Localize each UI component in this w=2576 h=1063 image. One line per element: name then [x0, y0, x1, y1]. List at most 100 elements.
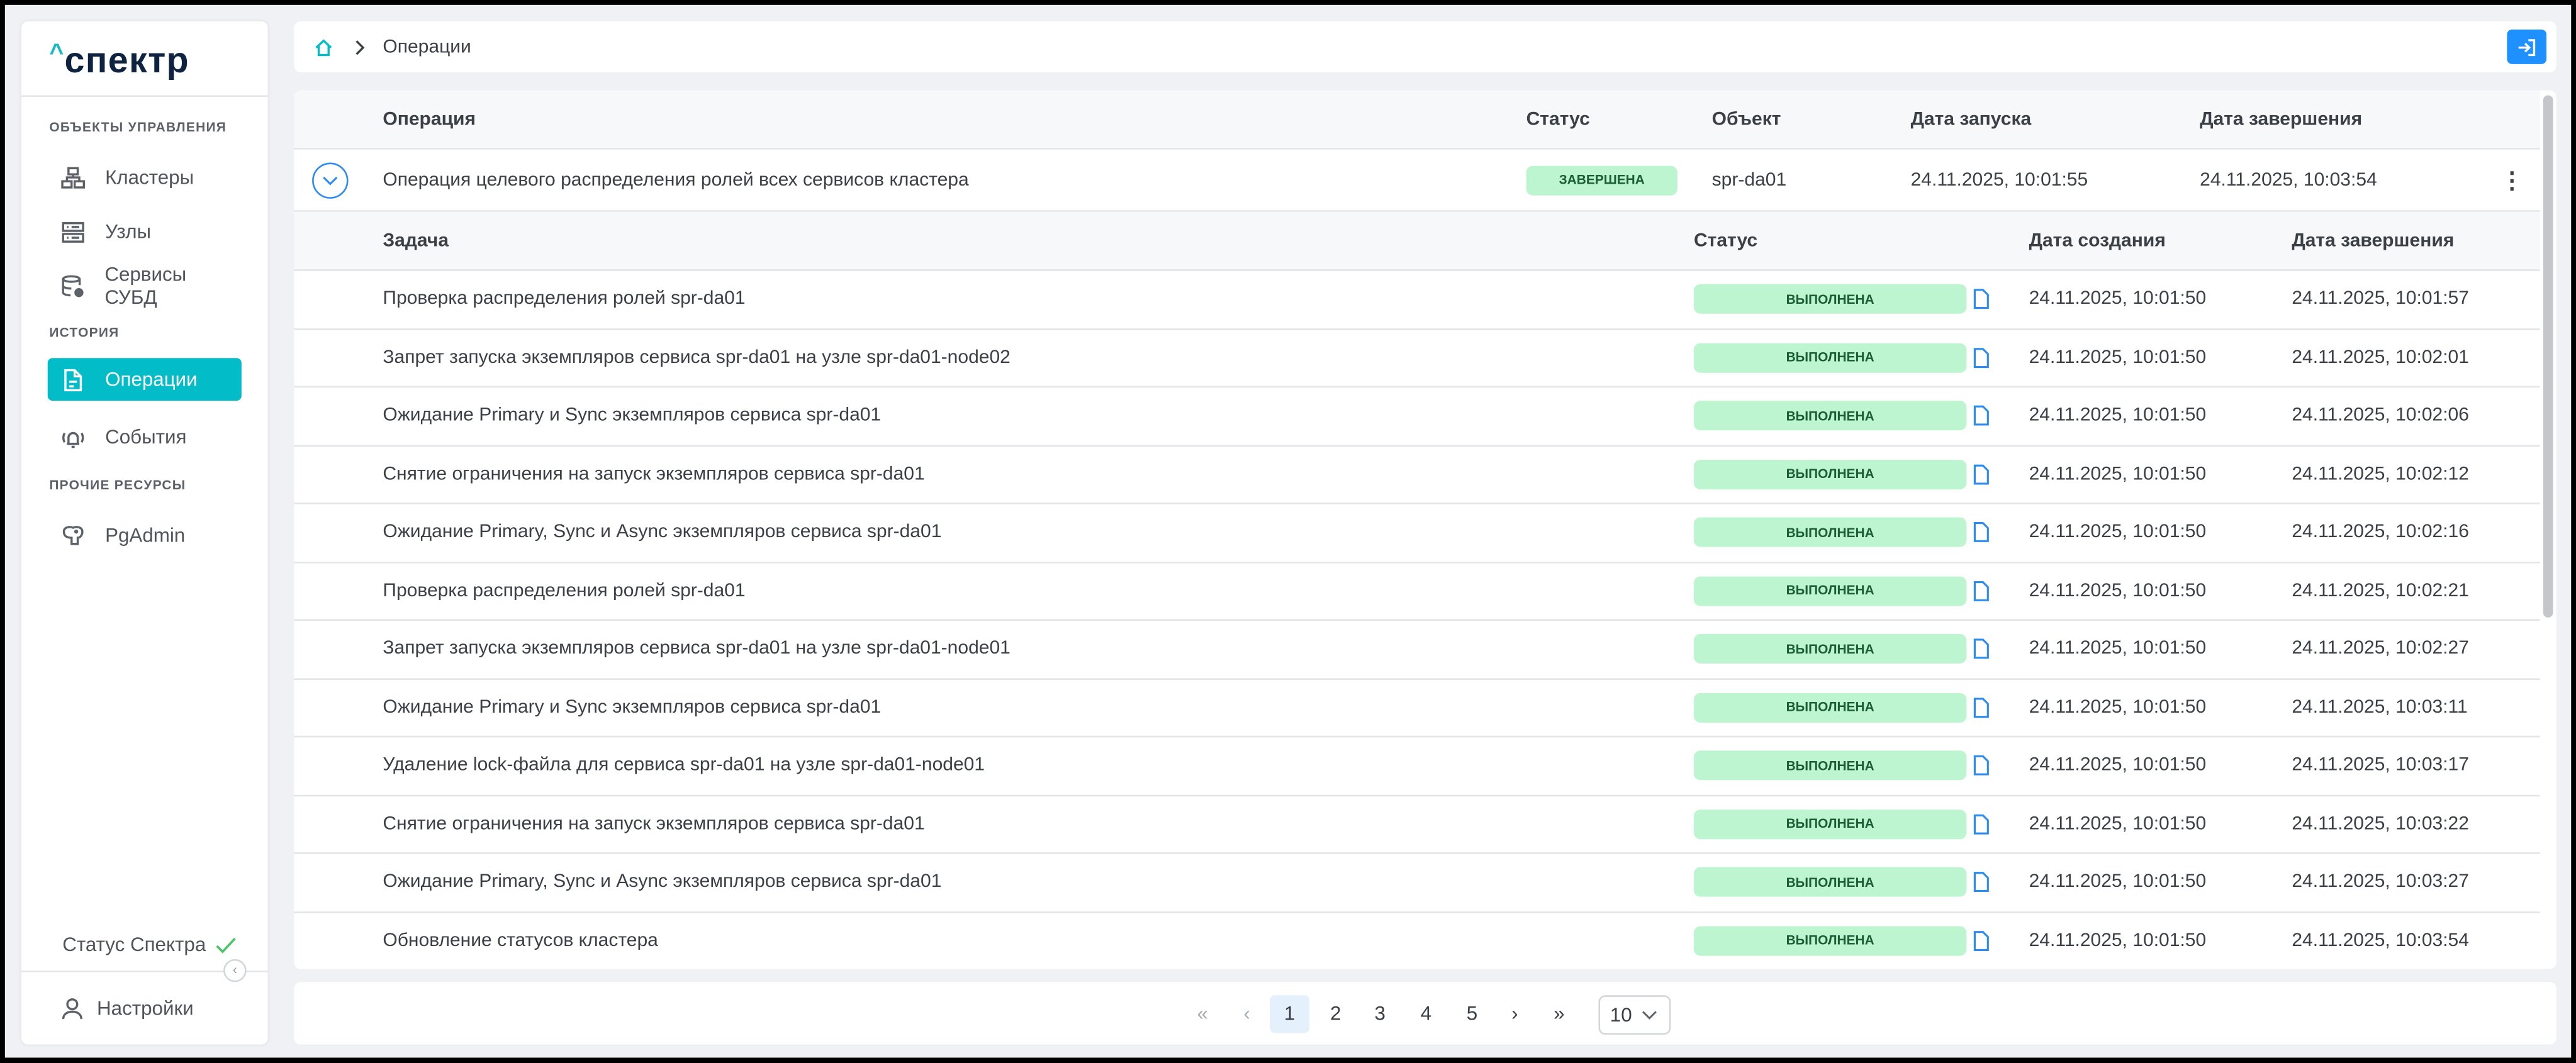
chevron-right-icon — [356, 39, 365, 55]
status-badge: ВЫПОЛНЕНА — [1693, 284, 1967, 314]
table-header: Операция Статус Объект Дата запуска Дата… — [294, 90, 2540, 150]
status-badge: ЗАВЕРШЕНА — [1526, 165, 1677, 195]
task-row[interactable]: Снятие ограничения на запуск экземпляров… — [294, 796, 2540, 854]
server-icon — [62, 221, 84, 242]
task-row[interactable]: Запрет запуска экземпляров сервиса spr-d… — [294, 330, 2540, 388]
pagination: « ‹ 1 2 3 4 5 › » 10 — [294, 982, 2556, 1045]
log-file-icon[interactable] — [1973, 813, 1990, 835]
status-badge: ВЫПОЛНЕНА — [1693, 809, 1967, 839]
status-badge: ВЫПОЛНЕНА — [1693, 750, 1967, 781]
log-file-icon[interactable] — [1973, 872, 1990, 893]
check-icon — [216, 937, 237, 953]
column-header[interactable]: Дата запуска — [1910, 109, 2032, 129]
sidebar-item-operations[interactable]: Операции — [47, 358, 242, 401]
log-file-icon[interactable] — [1973, 522, 1990, 543]
status-badge: ВЫПОЛНЕНА — [1693, 459, 1967, 489]
task-name: Ожидание Primary и Sync экземпляров серв… — [383, 698, 882, 718]
operations-table: Операция Статус Объект Дата запуска Дата… — [294, 90, 2556, 969]
chevron-left-icon: ‹ — [232, 962, 237, 977]
sidebar: ^спектр ОБЪЕКТЫ УПРАВЛЕНИЯ Кластеры Узлы… — [21, 21, 268, 1045]
status-badge: ВЫПОЛНЕНА — [1693, 576, 1967, 606]
status-badge: ВЫПОЛНЕНА — [1693, 401, 1967, 431]
task-name: Запрет запуска экземпляров сервиса spr-d… — [383, 639, 1011, 659]
operation-row[interactable]: Операция целевого распределения ролей вс… — [294, 150, 2540, 212]
settings-button[interactable]: Настройки — [61, 997, 194, 1020]
task-name: Удаление lock-файла для сервиса spr-da01… — [383, 755, 985, 776]
log-file-icon[interactable] — [1973, 289, 1990, 310]
task-row[interactable]: Запрет запуска экземпляров сервиса spr-d… — [294, 621, 2540, 679]
tasks-header: Задача Статус Дата создания Дата заверше… — [294, 211, 2540, 271]
scrollbar[interactable] — [2543, 95, 2553, 618]
sign-out-icon — [2518, 38, 2536, 55]
next-page-button[interactable]: › — [1511, 1001, 1518, 1025]
task-name: Обновление статусов кластера — [383, 930, 658, 951]
log-file-icon[interactable] — [1973, 930, 1990, 951]
sidebar-item-pgadmin[interactable]: PgAdmin — [48, 514, 242, 557]
section-label: ПРОЧИЕ РЕСУРСЫ — [49, 477, 186, 493]
task-row[interactable]: Ожидание Primary и Sync экземпляров серв… — [294, 387, 2540, 446]
task-name: Проверка распределения ролей spr-da01 — [383, 289, 746, 309]
log-file-icon[interactable] — [1973, 638, 1990, 660]
log-file-icon[interactable] — [1973, 347, 1990, 369]
log-file-icon[interactable] — [1973, 464, 1990, 485]
logout-button[interactable] — [2507, 29, 2547, 64]
task-row[interactable]: Ожидание Primary, Sync и Async экземпляр… — [294, 504, 2540, 563]
status-badge: ВЫПОЛНЕНА — [1693, 693, 1967, 723]
sidebar-item-dbms-services[interactable]: Сервисы СУБД — [48, 263, 242, 309]
task-row[interactable]: Проверка распределения ролей spr-da01 ВЫ… — [294, 271, 2540, 330]
task-name: Снятие ограничения на запуск экземпляров… — [383, 464, 925, 484]
column-header: Статус — [1693, 230, 1758, 251]
page-3[interactable]: 3 — [1374, 1001, 1386, 1025]
logo[interactable]: ^спектр — [21, 21, 268, 97]
divider — [21, 971, 268, 972]
chevron-down-icon — [1642, 1011, 1657, 1020]
status-badge: ВЫПОЛНЕНА — [1693, 518, 1967, 548]
user-icon — [62, 998, 82, 1020]
column-header[interactable]: Операция — [383, 109, 476, 129]
log-file-icon[interactable] — [1973, 580, 1990, 601]
log-file-icon[interactable] — [1973, 697, 1990, 718]
alarm-bell-icon — [62, 431, 84, 447]
page-1[interactable]: 1 — [1270, 995, 1309, 1033]
collapse-sidebar-button[interactable]: ‹ — [223, 959, 247, 982]
log-file-icon[interactable] — [1973, 755, 1990, 776]
expand-button[interactable] — [312, 162, 349, 198]
more-options-icon[interactable]: ⋮ — [2500, 165, 2524, 192]
task-name: Снятие ограничения на запуск экземпляров… — [383, 814, 925, 834]
page-4[interactable]: 4 — [1420, 1001, 1432, 1025]
breadcrumb: Операции — [294, 21, 2556, 72]
last-page-button[interactable]: » — [1554, 1001, 1565, 1025]
breadcrumb-current: Операции — [383, 36, 471, 57]
sidebar-item-events[interactable]: События — [48, 416, 242, 459]
page-2[interactable]: 2 — [1330, 1001, 1341, 1025]
task-name: Запрет запуска экземпляров сервиса spr-d… — [383, 347, 1011, 368]
task-row[interactable]: Ожидание Primary, Sync и Async экземпляр… — [294, 854, 2540, 913]
column-header: Дата завершения — [2292, 230, 2455, 251]
log-file-icon[interactable] — [1973, 405, 1990, 426]
task-row[interactable]: Обновление статусов кластера ВЫПОЛНЕНА 2… — [294, 912, 2540, 969]
status-badge: ВЫПОЛНЕНА — [1693, 867, 1967, 898]
postgres-elephant-icon — [62, 525, 84, 545]
document-icon — [64, 368, 82, 391]
task-name: Проверка распределения ролей spr-da01 — [383, 581, 746, 601]
section-label: ОБЪЕКТЫ УПРАВЛЕНИЯ — [49, 120, 227, 135]
clusters-icon — [61, 166, 86, 188]
page-size-select[interactable]: 10 — [1598, 995, 1671, 1035]
page-5[interactable]: 5 — [1466, 1001, 1478, 1025]
task-row[interactable]: Удаление lock-файла для сервиса spr-da01… — [294, 737, 2540, 796]
column-header[interactable]: Дата завершения — [2200, 109, 2363, 129]
home-icon[interactable] — [314, 37, 333, 57]
database-gear-icon — [62, 274, 84, 297]
column-header[interactable]: Объект — [1711, 109, 1781, 129]
status-badge: ВЫПОЛНЕНА — [1693, 634, 1967, 664]
column-header[interactable]: Статус — [1526, 109, 1590, 129]
spectr-status[interactable]: Статус Спектра — [62, 933, 237, 956]
column-header: Дата создания — [2029, 230, 2166, 251]
sidebar-item-nodes[interactable]: Узлы — [48, 210, 242, 253]
task-row[interactable]: Ожидание Primary и Sync экземпляров серв… — [294, 679, 2540, 738]
task-row[interactable]: Снятие ограничения на запуск экземпляров… — [294, 446, 2540, 504]
first-page-button[interactable]: « — [1197, 1001, 1208, 1025]
sidebar-item-clusters[interactable]: Кластеры — [48, 156, 242, 199]
prev-page-button[interactable]: ‹ — [1243, 1001, 1250, 1025]
task-row[interactable]: Проверка распределения ролей spr-da01 ВЫ… — [294, 562, 2540, 621]
